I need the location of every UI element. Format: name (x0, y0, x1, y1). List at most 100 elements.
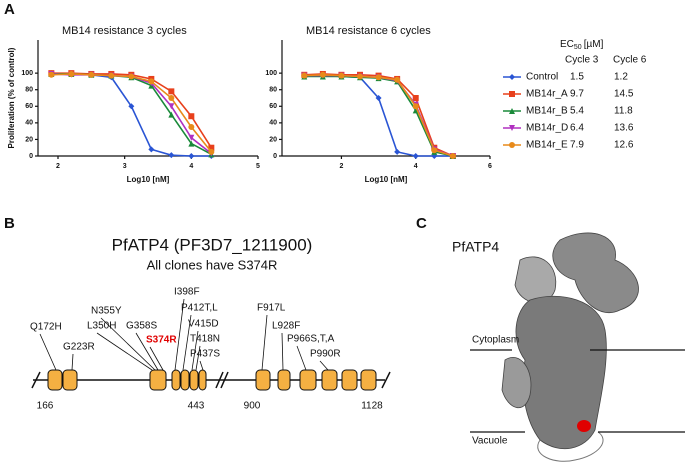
y-tick-label: 100 (21, 70, 33, 77)
leader-line (96, 332, 153, 371)
series-line (51, 73, 212, 153)
marker (48, 71, 55, 78)
domain (552, 232, 639, 313)
table-cell: 9.7 (570, 89, 584, 100)
table-cell: 6.4 (570, 123, 584, 134)
x-tick-label: 3 (123, 163, 127, 170)
panel-title: PfATP4 (PF3D7_1211900) (112, 235, 313, 254)
leader-line (39, 333, 57, 371)
leader-line (319, 360, 329, 371)
helix (180, 369, 190, 391)
legend-label: MB14r_D (526, 123, 568, 134)
chart-title: MB14 resistance 3 cycles (62, 25, 187, 37)
series-line (51, 72, 212, 157)
marker (431, 147, 438, 154)
break (381, 371, 391, 389)
leader-line (191, 330, 199, 371)
marker (394, 148, 401, 155)
column-header: Cycle 6 (613, 55, 647, 66)
header-text: [µM] (584, 39, 604, 50)
y-tick-label: 20 (269, 136, 277, 143)
domain (514, 256, 557, 304)
marker (509, 91, 515, 97)
structure-title: PfATP4 (452, 239, 499, 255)
marker (412, 107, 419, 114)
region-label: Cytoplasm (472, 335, 519, 346)
mutation-label: P412T,L (181, 303, 218, 314)
helix (47, 369, 63, 391)
residue-label: 443 (188, 401, 205, 412)
marker (148, 146, 155, 153)
marker (88, 71, 95, 78)
marker (168, 152, 175, 159)
y-tick-label: 0 (29, 153, 33, 160)
marker (188, 140, 195, 147)
leader-line (199, 360, 204, 371)
x-tick-label: 2 (56, 163, 60, 170)
column-header: Cycle 3 (565, 55, 599, 66)
header-sub: 50 (574, 44, 582, 51)
helix (360, 369, 377, 391)
marker (319, 71, 326, 78)
x-tick-label: 6 (488, 163, 492, 170)
marker (509, 108, 515, 114)
leader-line (174, 298, 185, 371)
helix (321, 369, 338, 391)
marker (188, 113, 195, 120)
leader-line (149, 346, 164, 371)
legend-label: MB14r_A (526, 89, 568, 100)
y-tick-label: 40 (269, 120, 277, 127)
mutation-label: Q172H (30, 322, 62, 333)
mutation-label: F917L (257, 303, 286, 314)
series-line (51, 73, 212, 155)
leader-line (182, 314, 192, 371)
region-label: Vacuole (472, 436, 508, 447)
marker (68, 70, 75, 77)
loop (537, 431, 604, 462)
y-tick-label: 0 (273, 153, 277, 160)
marker (148, 78, 155, 85)
x-tick-label: 4 (414, 163, 418, 170)
marker (188, 134, 195, 141)
y-tick-label: 60 (269, 103, 277, 110)
panel-subtitle: All clones have S374R (147, 257, 278, 272)
leader-line (261, 314, 268, 371)
residue-label: 166 (37, 401, 54, 412)
helix (189, 369, 199, 391)
helix (299, 369, 317, 391)
table-cell: 7.9 (570, 140, 584, 151)
marker (168, 95, 175, 101)
marker (412, 103, 419, 110)
helices (47, 369, 377, 391)
marker (188, 153, 195, 159)
panel-label: A (4, 1, 15, 18)
y-tick-label: 60 (25, 103, 33, 110)
leader-line (195, 345, 201, 371)
helix (171, 369, 181, 391)
helix (341, 369, 358, 391)
marker (412, 95, 419, 101)
table-cell: 1.2 (614, 72, 628, 83)
structure (470, 232, 685, 462)
table-cell: 1.5 (570, 72, 584, 83)
residue-label: 900 (244, 401, 261, 412)
leader-line (71, 353, 74, 371)
mutation-label: P437S (190, 349, 220, 360)
series-line (304, 75, 454, 157)
table-cell: 14.5 (614, 89, 634, 100)
helix (255, 369, 271, 391)
mutation-label: P966S,T,A (287, 334, 335, 345)
series-line (51, 73, 212, 156)
y-tick-label: 80 (25, 87, 33, 94)
chart-title: MB14 resistance 6 cycles (306, 25, 431, 37)
y-tick-label: 80 (269, 87, 277, 94)
marker (128, 103, 135, 110)
helix (149, 369, 167, 391)
break (31, 371, 41, 389)
marker (168, 103, 175, 110)
y-axis-label: Proliferation (% of control) (7, 47, 16, 148)
domain (501, 357, 532, 408)
mutation-label: P990R (310, 349, 341, 360)
mutation-label: T418N (190, 334, 220, 345)
helix (277, 369, 291, 391)
